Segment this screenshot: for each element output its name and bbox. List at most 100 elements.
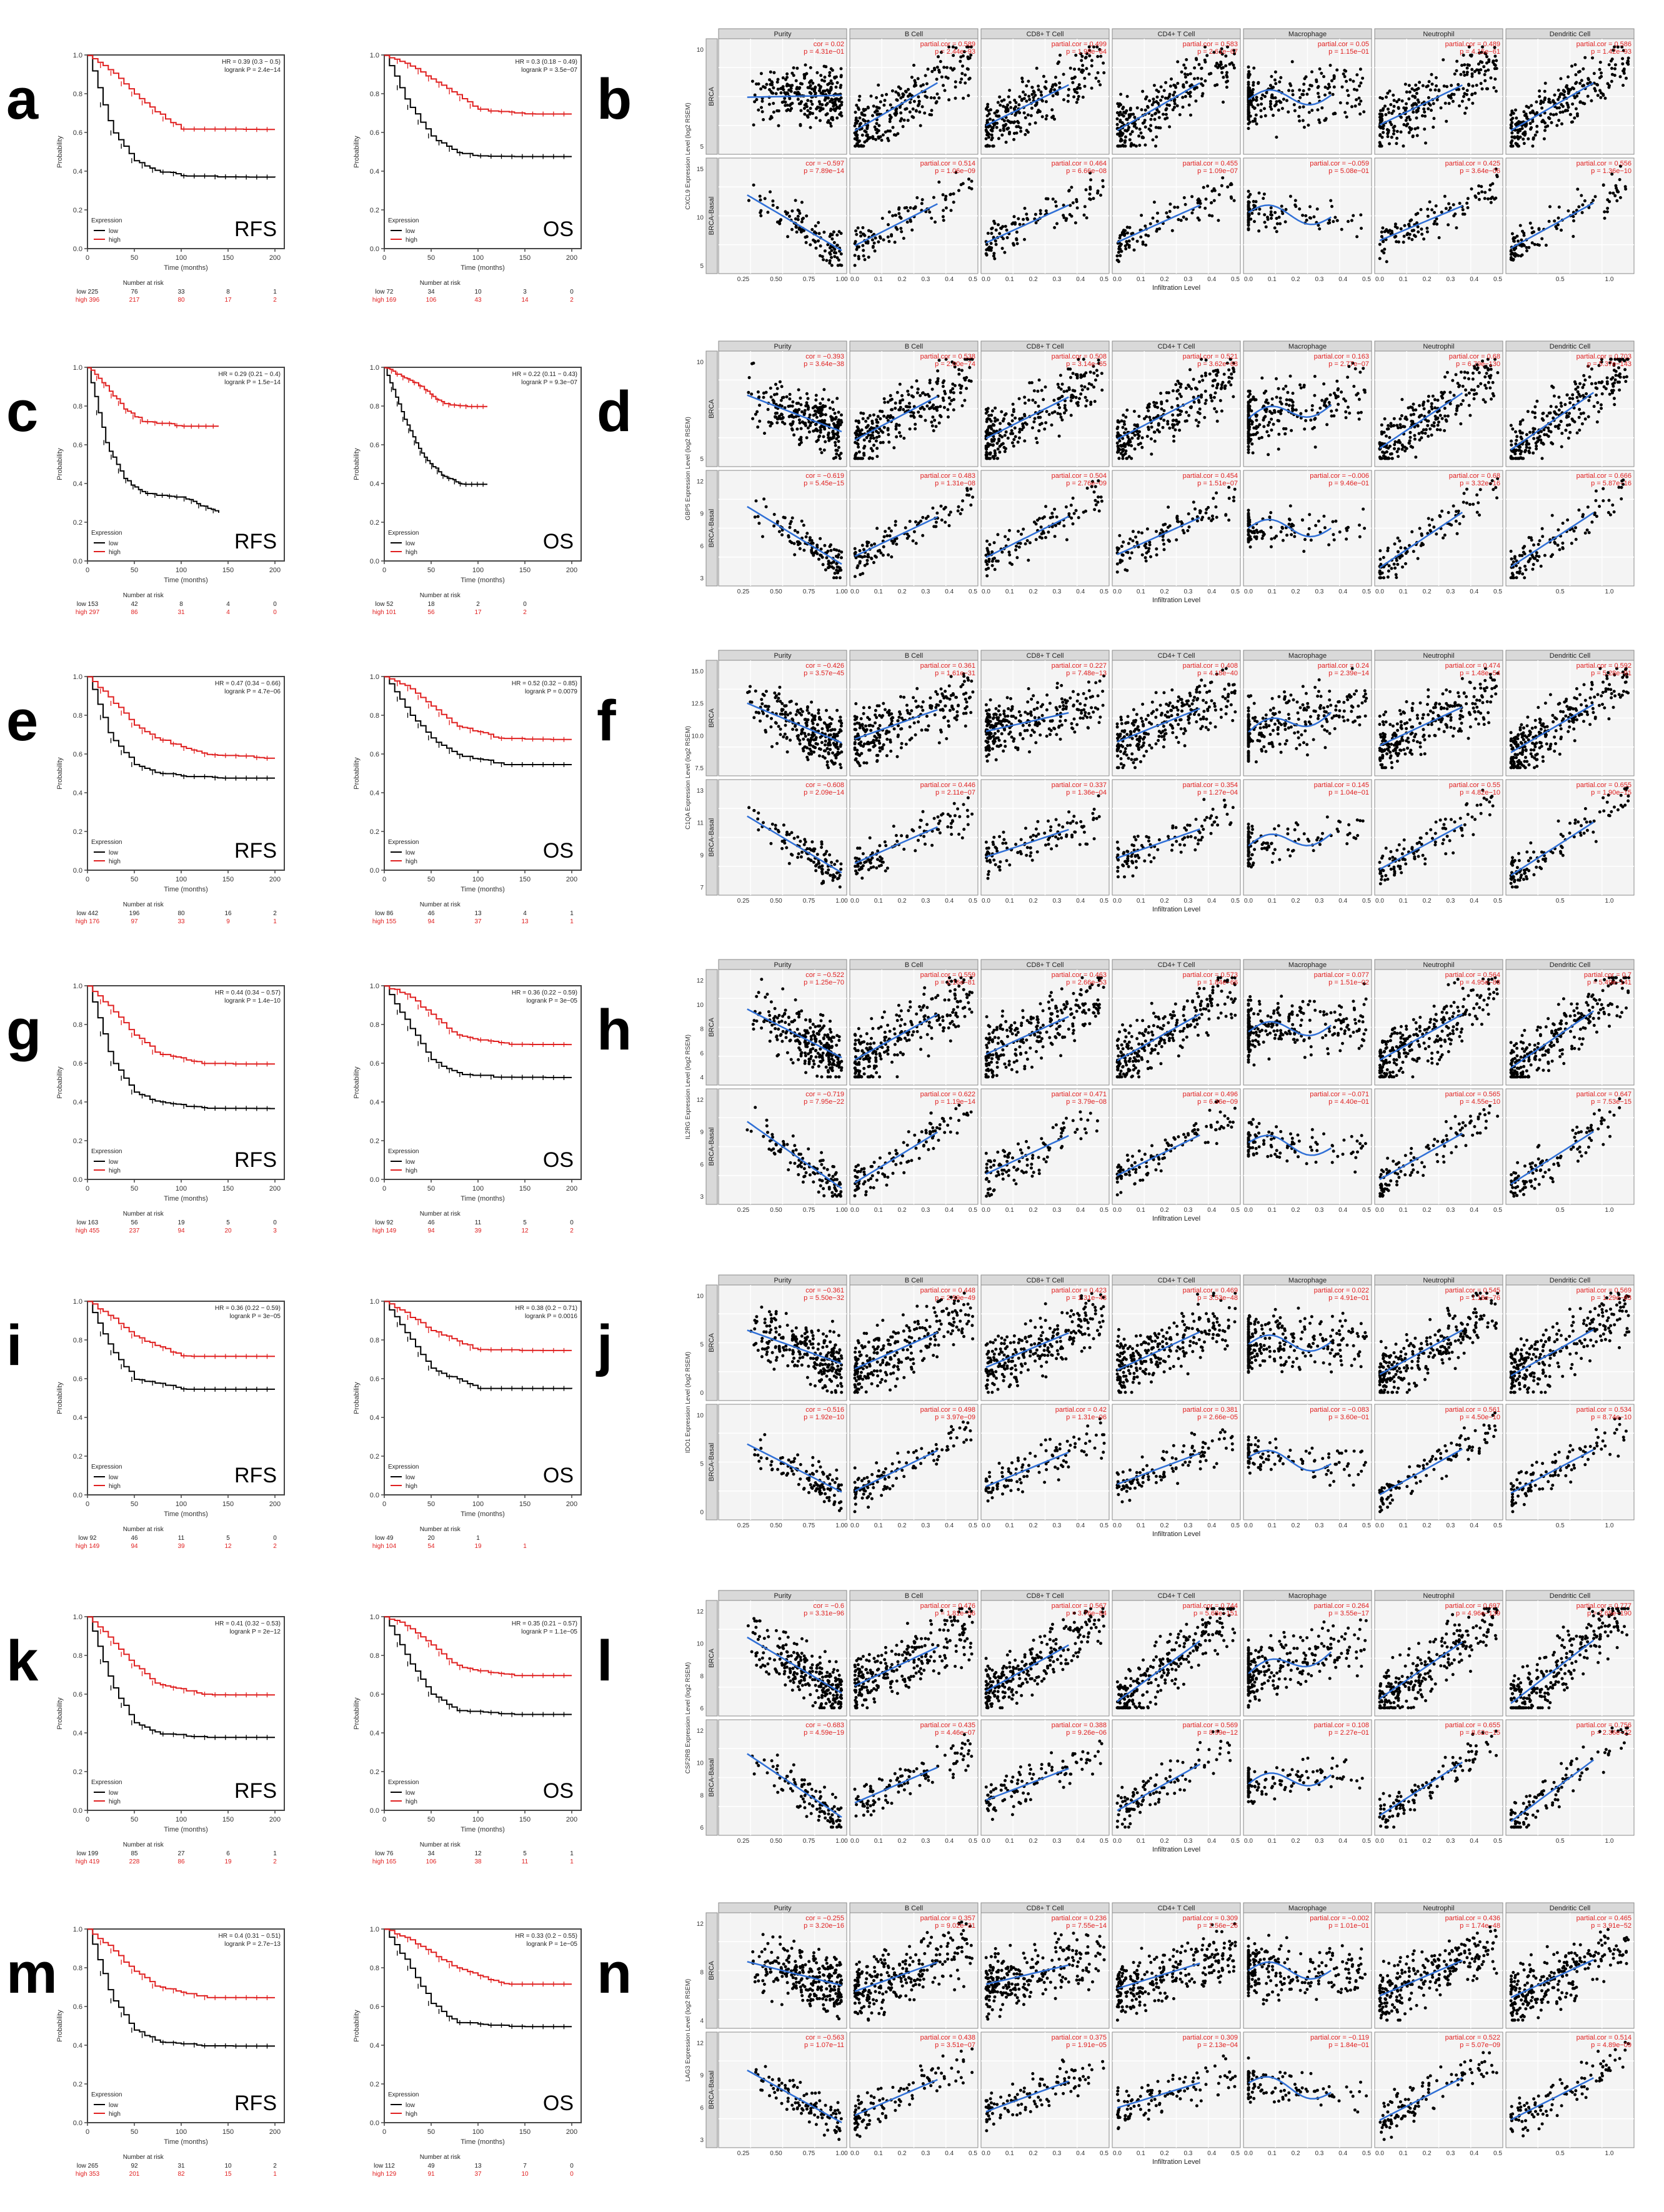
timer-cor: cor = −0.255 <box>805 1915 844 1922</box>
timer-fit-line <box>1117 82 1200 131</box>
km-ytick-label: 0.8 <box>73 1337 82 1344</box>
timer-xtick-label: 0.2 <box>1423 1522 1432 1529</box>
km-ytick-label: 1.0 <box>73 52 82 59</box>
timer-row-label: BRCA <box>708 87 715 106</box>
timer-col-label: Purity <box>774 1277 792 1284</box>
timer-xtick-label: 0.2 <box>898 1522 907 1529</box>
timer-fit-line <box>1248 1449 1332 1472</box>
timer-xtick-label: 0.4 <box>1207 1207 1216 1214</box>
timer-ytick-label: 6 <box>700 543 704 550</box>
km-risk-high: 43 <box>474 297 482 304</box>
timer-xtick-label: 0.3 <box>1315 276 1323 283</box>
km-ytick-label: 0.4 <box>73 2042 82 2050</box>
km-risk-high: 13 <box>521 918 529 925</box>
timer-pvalue: p = 1.36e−10 <box>1591 167 1632 175</box>
timer-ytick-label: 10 <box>697 47 704 54</box>
timer-cor: partial.cor = 0.55 <box>1449 781 1500 789</box>
km-xtick-label: 200 <box>269 1185 281 1193</box>
km-frame <box>87 1616 285 1811</box>
km-frame <box>87 1301 285 1495</box>
km-ytick-label: 1.0 <box>73 364 82 372</box>
km-risk-high: 15 <box>224 2171 232 2178</box>
km-ylabel: Probability <box>56 136 64 168</box>
timer-xtick-label: 0.5 <box>1362 1522 1371 1529</box>
km-xtick-label: 200 <box>269 2128 281 2136</box>
timer-ytick-label: 5 <box>700 456 704 463</box>
timer-cor: partial.cor = 0.7 <box>1584 971 1632 979</box>
timer-cor: partial.cor = 0.556 <box>1577 160 1632 167</box>
timer-fit-line <box>747 702 842 744</box>
km-curve-low <box>384 1301 572 1389</box>
km-ytick-label: 0.4 <box>73 1099 82 1106</box>
timer-fit-line <box>1248 2076 1332 2100</box>
km-xtick-label: 100 <box>176 254 187 262</box>
timer-xtick-label: 0.2 <box>1423 276 1432 283</box>
km-risk-high: 2 <box>570 1228 574 1234</box>
km-ytick-label: 0.4 <box>73 480 82 488</box>
timer-xtick-label: 0.3 <box>1052 1207 1061 1214</box>
km-xtick-label: 150 <box>222 1500 234 1508</box>
km-risk-high: 1 <box>570 918 574 925</box>
km-ytick-label: 0.4 <box>73 790 82 797</box>
timer-row-strip <box>705 1600 718 1717</box>
km-xtick-label: 100 <box>176 1500 187 1508</box>
km-legend-title: Expression <box>388 530 419 537</box>
km-risk-low: 196 <box>129 910 140 917</box>
km-logrank: logrank P = 3.5e−07 <box>521 67 577 74</box>
km-risk-high: 217 <box>129 297 140 304</box>
panel-label-k: k <box>6 1629 39 1693</box>
km-legend-title: Expression <box>388 1148 419 1155</box>
km-endpoint-label: OS <box>543 1779 574 1803</box>
km-risk-low: 34 <box>427 289 435 295</box>
timer-ytick-label: 9 <box>700 1129 704 1136</box>
timer-col-label: CD8+ T Cell <box>1027 1905 1064 1912</box>
km-ylabel: Probability <box>56 757 64 790</box>
timer-fit-line <box>1117 1013 1200 1061</box>
timer-col-label: CD4+ T Cell <box>1158 652 1195 660</box>
timer-xtick-label: 0.0 <box>1244 1207 1253 1214</box>
km-ylabel: Probability <box>353 1697 361 1730</box>
timer-row-strip <box>705 470 718 587</box>
km-legend-title: Expression <box>91 1464 122 1471</box>
timer-xtick-label: 0.4 <box>945 588 954 595</box>
km-ytick-label: 0.4 <box>370 1730 379 1737</box>
timer-xtick-label: 0.0 <box>1244 898 1253 905</box>
km-risk-low: 85 <box>131 1850 138 1857</box>
km-curve-low <box>384 676 572 765</box>
timer-xtick-label: 0.5 <box>1556 898 1565 905</box>
km-legend-title: Expression <box>388 839 419 846</box>
km-xtick-label: 150 <box>222 1816 234 1823</box>
timer-points <box>984 1607 1105 1710</box>
timer-xtick-label: 0.5 <box>1362 1838 1371 1845</box>
timer-xtick-label: 0.50 <box>770 588 782 595</box>
timer-ytick-label: 3 <box>700 1194 704 1201</box>
km-risk-low: 0 <box>570 2163 574 2170</box>
timer-fit-line <box>747 1636 842 1694</box>
km-xtick-label: 50 <box>427 1185 435 1193</box>
timer-points <box>1247 2056 1368 2114</box>
km-xtick-label: 100 <box>176 2128 187 2136</box>
timer-cor: partial.cor = 0.756 <box>1577 1722 1632 1729</box>
timer-xlabel: Infiltration Level <box>1152 1215 1200 1223</box>
timer-xtick-label: 0.1 <box>874 1522 883 1529</box>
km-ytick-label: 0.0 <box>73 1492 82 1499</box>
km-ytick-label: 1.0 <box>73 983 82 990</box>
km-xtick-label: 50 <box>131 876 138 883</box>
km-risk-high: 56 <box>427 609 435 616</box>
timer-fit-line <box>747 394 842 433</box>
timer-xtick-label: 0.50 <box>770 1522 782 1529</box>
timer-pvalue: p = 1.81e−56 <box>935 1610 975 1617</box>
km-xtick-label: 50 <box>131 567 138 574</box>
timer-xtick-label: 0.1 <box>1137 898 1145 905</box>
timer-cor: cor = −0.516 <box>805 1406 844 1414</box>
km-risk-high: 86 <box>177 1858 185 1865</box>
timer-pvalue: p = 1.04e−01 <box>1328 789 1369 796</box>
timer-cor: partial.cor = 0.521 <box>1183 353 1238 360</box>
timer-xtick-label: 0.3 <box>1052 898 1061 905</box>
timer-pvalue: p = 2.00e−74 <box>935 360 975 368</box>
km-ytick-label: 0.4 <box>370 168 379 176</box>
timer-col-label: Macrophage <box>1288 1905 1327 1912</box>
km-curve-low <box>87 367 219 513</box>
